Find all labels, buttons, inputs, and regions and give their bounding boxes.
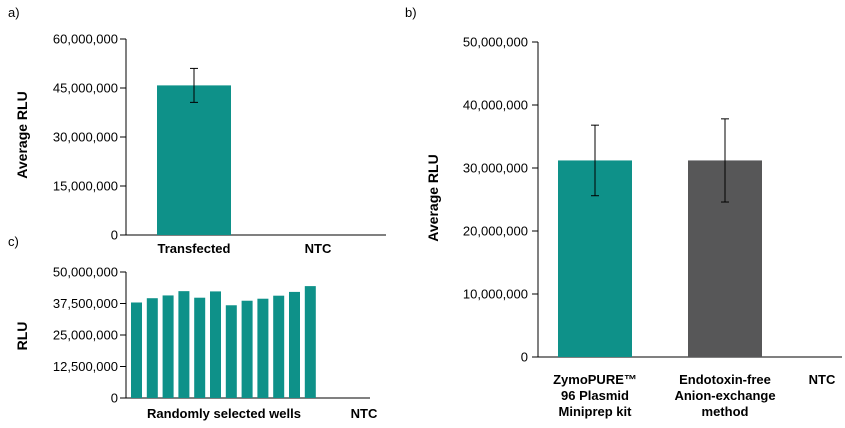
panel-a-y-tick-label: 60,000,000 <box>53 32 118 47</box>
panel-b-bars <box>558 118 762 357</box>
panel-b-y-axis-title: Average RLU <box>425 154 441 241</box>
panel-a: a) Average RLU 0 15,000,000 30,000,000 45,0… <box>8 5 386 256</box>
panel-b-y-tick-label: 30,000,000 <box>463 161 528 176</box>
panel-a-y-tick-label: 30,000,000 <box>53 130 118 145</box>
panel-a-y-tick-label: 0 <box>111 228 118 243</box>
panel-b-category-label: Miniprep kit <box>559 404 633 419</box>
panel-c-bars <box>131 286 316 398</box>
panel-c-y-tick-label: 25,000,000 <box>53 328 118 343</box>
panel-b-category-label: ZymoPURE™ <box>553 372 637 387</box>
panel-a-label: a) <box>8 5 20 20</box>
panel-c-bar <box>257 298 269 398</box>
panel-b-category-label: 96 Plasmid <box>561 388 629 403</box>
panel-c-y-tick-label: 0 <box>111 391 118 406</box>
panel-b-category-label: Anion-exchange <box>674 388 775 403</box>
panel-a-category-labels: Transfected NTC <box>158 241 332 256</box>
panel-a-axes: 0 15,000,000 30,000,000 45,000,000 60,000,00… <box>53 32 386 243</box>
panel-c-bar <box>178 291 190 398</box>
panel-c-bar <box>225 305 237 398</box>
panel-c-bar <box>241 300 253 398</box>
panel-c-axes: 0 12,500,000 25,000,000 37,500,000 50,000,00… <box>53 265 370 406</box>
panel-c-bar <box>162 295 174 398</box>
panel-c-label: c) <box>8 234 19 249</box>
panel-c-bar <box>273 295 285 398</box>
panel-a-bar <box>157 85 231 236</box>
panel-c-bar <box>146 298 158 398</box>
panel-c-y-tick-label: 50,000,000 <box>53 265 118 280</box>
panel-c-xlabel-wells: Randomly selected wells <box>147 406 301 421</box>
panel-c: c) RLU 0 12,500,000 25,000,000 37,500,000 50… <box>8 234 378 421</box>
panel-b-y-tick-label: 50,000,000 <box>463 35 528 50</box>
panel-b-label: b) <box>405 5 417 20</box>
panel-b-category-label: NTC <box>809 372 836 387</box>
panel-a-category-label: NTC <box>305 241 332 256</box>
panel-b-y-tick-label: 20,000,000 <box>463 224 528 239</box>
panel-b-y-tick-label: 10,000,000 <box>463 287 528 302</box>
panel-c-bar <box>210 291 221 398</box>
panel-c-bar <box>289 291 300 398</box>
panel-c-xlabel-ntc: NTC <box>351 406 378 421</box>
panel-c-bar <box>194 297 206 398</box>
panel-b-axes: 0 10,000,000 20,000,000 30,000,000 40,000,00… <box>463 35 842 365</box>
panel-b-y-tick-label: 0 <box>521 350 528 365</box>
panel-a-category-label: Transfected <box>158 241 231 256</box>
panel-a-y-tick-label: 15,000,000 <box>53 179 118 194</box>
panel-c-y-tick-label: 12,500,000 <box>53 359 118 374</box>
panel-c-y-axis-title: RLU <box>14 322 30 351</box>
panel-a-y-axis-title: Average RLU <box>14 91 30 178</box>
panel-b-category-label: method <box>702 404 749 419</box>
panel-c-bar <box>304 286 316 398</box>
panel-a-bars <box>157 67 231 236</box>
panel-b: b) Average RLU 0 10,000,000 20,000,000 30,0… <box>405 5 842 419</box>
panel-a-y-tick-label: 45,000,000 <box>53 81 118 96</box>
panel-c-y-tick-label: 37,500,000 <box>53 296 118 311</box>
panel-b-y-tick-label: 40,000,000 <box>463 98 528 113</box>
panel-b-category-label: Endotoxin-free <box>679 372 771 387</box>
panel-c-bar <box>131 302 142 398</box>
